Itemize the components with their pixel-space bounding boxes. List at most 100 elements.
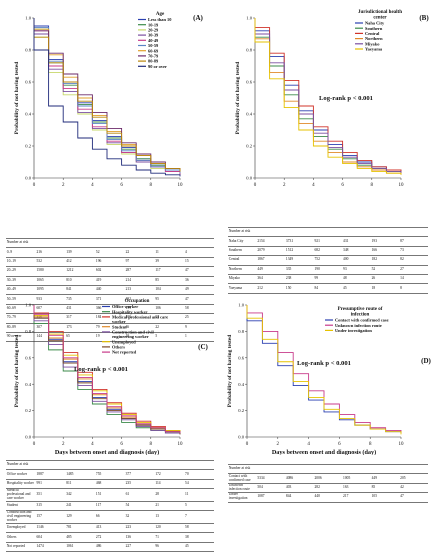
risk-count: 4 <box>184 247 214 258</box>
risk-count: 485 <box>65 532 96 543</box>
risk-count: 47 <box>399 492 428 503</box>
risk-count: 2006 <box>313 473 343 484</box>
legend-label: Naha City <box>365 21 385 26</box>
risk-row-label: Yaeyama <box>228 283 257 294</box>
risk-count: 7 <box>184 510 214 524</box>
risk-count: 1005 <box>342 473 371 484</box>
x-tick-label: 6 <box>338 442 341 447</box>
risk-count: 22 <box>154 322 185 333</box>
risk-count: 48 <box>342 273 371 284</box>
y-axis-label: Probability of not having tested <box>235 62 241 134</box>
y-tick-label: 0.4 <box>25 382 31 387</box>
risk-count: 227 <box>124 541 155 552</box>
risk-count: 755 <box>95 469 125 480</box>
risk-table-row: Yaeyama 212 150 84 45 18 8 <box>228 283 428 294</box>
risk-count: 38 <box>184 532 214 543</box>
risk-count: 27 <box>399 264 428 275</box>
risk-table-row: Construction and civil engineering worke… <box>6 510 214 524</box>
x-tick-label: 0 <box>246 442 249 447</box>
legend-label: Medical professional and care <box>112 315 168 320</box>
risk-count: 144 <box>35 331 66 343</box>
km-chart-infection-route: 0 2 4 6 8 10 0.0 0.2 0.4 0.6 0.8 1.0 Days between on… <box>221 287 441 456</box>
risk-count: 42 <box>399 482 428 493</box>
risk-count: 190 <box>313 264 343 275</box>
risk-count: 1212 <box>65 266 96 277</box>
y-tick-label: 0.8 <box>25 48 31 53</box>
legend-label: Under investigation <box>335 328 372 333</box>
legend-label: Miyako <box>365 41 380 46</box>
legend-label: Not reported <box>112 350 137 355</box>
risk-count: 238 <box>285 273 314 284</box>
risk-row-label: Southern <box>228 245 257 256</box>
risk-count: 66 <box>95 510 125 524</box>
risk-count: 844 <box>285 492 314 503</box>
x-axis-label: Days between onset and diagnosis (day) <box>55 449 159 455</box>
risk-count: 3731 <box>285 236 314 247</box>
risk-row-label: Office worker <box>6 469 36 480</box>
y-tick-label: 0.2 <box>25 144 31 149</box>
y-tick-label: 0.6 <box>25 355 31 360</box>
legend-label: Unknown infection route <box>335 323 382 328</box>
risk-count: 193 <box>370 236 400 247</box>
risk-row-label: 60–69 <box>6 303 36 314</box>
risk-count: 371 <box>95 294 125 305</box>
risk-count: 71 <box>154 532 185 543</box>
risk-count: 532 <box>35 256 66 267</box>
risk-count: 781 <box>65 522 96 533</box>
y-tick-label: 0.4 <box>238 382 244 387</box>
y-tick-label: 1.0 <box>25 16 31 21</box>
y-tick-label: 0.0 <box>246 176 252 181</box>
legend-title: Occupation <box>125 299 150 304</box>
legend-label: 50-59 <box>148 43 159 48</box>
legend-title: infection <box>351 313 370 318</box>
risk-count: 841 <box>65 284 96 295</box>
risk-count: 735 <box>65 294 96 305</box>
legend-label: 40-49 <box>148 38 159 43</box>
risk-count: 1146 <box>35 522 66 533</box>
risk-count: 61 <box>124 488 155 502</box>
risk-count: 84 <box>313 283 343 294</box>
risk-row-label: 50–59 <box>6 294 36 305</box>
risk-count: 235 <box>124 478 155 489</box>
risk-count: 272 <box>95 532 125 543</box>
legend-label: engineering worker <box>112 334 149 339</box>
risk-count: 1867 <box>256 255 286 266</box>
risk-row-label: 20–29 <box>6 266 36 277</box>
risk-count: 65 <box>65 331 96 343</box>
risk-count: 468 <box>95 478 125 489</box>
risk-count: 58 <box>184 303 214 314</box>
y-tick-label: 0.4 <box>246 112 252 117</box>
risk-count: 26 <box>370 273 400 284</box>
risk-table-health-center: Number at risk Naha City 2154 3731 921 431 193… <box>228 226 428 294</box>
risk-row-label: Unemployed <box>6 522 36 533</box>
risk-count: 45 <box>184 541 214 552</box>
risk-count: 104 <box>154 284 185 295</box>
risk-count: 307 <box>35 322 66 333</box>
risk-table-title: Number at risk <box>6 237 214 248</box>
risk-count: 449 <box>256 264 286 275</box>
risk-count: 46 <box>124 322 155 333</box>
risk-table-row: 0–9 216 139 52 22 11 4 <box>6 247 214 258</box>
risk-count: 217 <box>342 492 371 503</box>
x-axis-label: Days between onset and diagnosis (day) <box>272 449 376 455</box>
legend-title: center <box>373 16 387 21</box>
risk-count: 205 <box>399 473 428 484</box>
legend-label: 30-39 <box>148 33 159 38</box>
risk-count: 11 <box>154 247 185 258</box>
y-tick-label: 0.8 <box>246 48 252 53</box>
risk-count: 366 <box>95 303 125 314</box>
risk-count: 192 <box>124 294 155 305</box>
legend-label: worker <box>112 319 126 324</box>
risk-count: 70 <box>184 469 214 480</box>
legend-label: 10-19 <box>148 22 159 27</box>
risk-table-header-row: Number at risk <box>228 463 428 474</box>
legend-label: Northern <box>365 36 383 41</box>
risk-table-row: 30–39 1065 810 419 214 85 36 <box>6 275 214 286</box>
y-axis-label: Probability of not having tested <box>227 335 233 407</box>
risk-row-label: Not reported <box>6 541 36 552</box>
risk-count: 810 <box>65 275 96 286</box>
risk-count: 11 <box>184 488 214 502</box>
y-tick-label: 0.6 <box>25 80 31 85</box>
